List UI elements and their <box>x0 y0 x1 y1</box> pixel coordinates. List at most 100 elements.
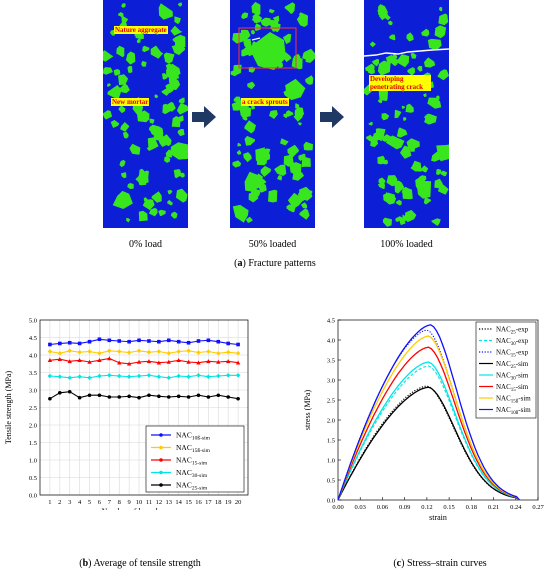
right-arrow-icon <box>320 106 344 133</box>
aggregate-particle <box>303 141 313 151</box>
aggregate-particle <box>417 65 423 72</box>
aggregate-particle <box>107 85 122 100</box>
data-point <box>127 339 131 344</box>
aggregate-particle <box>241 48 249 57</box>
data-point <box>117 360 122 365</box>
aggregate-field-2 <box>362 4 453 227</box>
aggregate-particle <box>175 75 180 79</box>
data-point <box>97 337 102 342</box>
aggregate-particle <box>158 3 173 20</box>
aggregate-particle <box>395 216 403 222</box>
series-curve <box>337 324 520 501</box>
aggregate-particle <box>424 113 437 125</box>
data-point <box>225 373 231 378</box>
data-point <box>235 360 241 365</box>
aggregate-particle <box>423 93 427 97</box>
label-penetrating-crack: Developing penetrating crack <box>369 75 431 91</box>
data-point <box>176 339 181 344</box>
large-aggregate <box>252 32 286 70</box>
aggregate-particle <box>403 117 407 121</box>
aggregate-particle <box>113 69 121 76</box>
aggregate-particle <box>299 186 311 198</box>
y-tick-label: 2.5 <box>29 405 37 412</box>
aggregate-particle <box>401 105 406 109</box>
aggregate-particle <box>308 190 313 195</box>
aggregate-particle <box>112 190 133 209</box>
data-point <box>107 395 112 399</box>
aggregate-particle <box>388 20 393 26</box>
aggregate-particle <box>287 144 300 158</box>
aggregate-particle <box>118 74 129 86</box>
x-tick-label: 13 <box>166 499 173 506</box>
legend-label: NAC10ß-sim <box>176 431 211 442</box>
aggregate-particle <box>127 183 134 190</box>
data-point <box>196 393 201 398</box>
aggregate-particle <box>171 43 185 56</box>
aggregate-particle <box>149 207 158 217</box>
aggregate-particle <box>136 38 141 44</box>
data-point <box>216 359 221 364</box>
aggregate-particle <box>153 135 159 141</box>
aggregate-particle <box>232 204 249 223</box>
series-curve <box>337 335 520 501</box>
label-new-mortar: New mortar <box>111 98 150 106</box>
aggregate-particle <box>243 38 252 49</box>
y-tick-label: 0.5 <box>327 478 335 485</box>
aggregate-particle <box>410 52 417 59</box>
aggregate-particle <box>121 16 129 24</box>
aggregate-particle <box>257 156 263 163</box>
legend-label: NAC15-exp <box>496 349 529 359</box>
data-point <box>166 395 171 399</box>
y-tick-label: 1.0 <box>29 458 37 465</box>
aggregate-particle <box>247 81 256 90</box>
aggregate-particle <box>437 69 449 81</box>
aggregate-particle <box>141 60 147 67</box>
aggregate-particle <box>170 142 191 160</box>
data-point <box>126 350 132 355</box>
aggregate-particle <box>301 202 307 209</box>
aggregate-particle <box>388 34 396 41</box>
aggregate-particle <box>431 218 441 226</box>
data-point <box>136 359 142 364</box>
aggregate-particle <box>102 110 113 120</box>
legend-label: NAC30-exp <box>496 337 529 347</box>
panel-caption-1: 50% loaded <box>248 239 297 250</box>
aggregate-particle <box>164 156 171 163</box>
y-tick-label: 3.5 <box>29 370 37 377</box>
data-point <box>67 359 72 364</box>
aggregate-particle <box>110 119 120 128</box>
x-tick-label: 3 <box>68 499 71 506</box>
x-tick-label: 11 <box>146 499 152 506</box>
aggregate-particle <box>407 67 416 76</box>
data-point <box>166 359 171 364</box>
aggregate-particle <box>151 191 162 203</box>
data-point <box>206 395 211 399</box>
x-tick-label: 20 <box>235 499 242 506</box>
x-tick-label: 0.27 <box>532 504 544 511</box>
data-point <box>147 393 151 398</box>
aggregate-particle <box>255 173 263 183</box>
aggregate-particle <box>280 138 289 146</box>
aggregate-particle <box>381 113 390 121</box>
aggregate-particle <box>110 29 116 36</box>
data-point <box>215 350 221 356</box>
data-point <box>87 375 92 381</box>
data-point <box>225 349 231 355</box>
aggregate-particle <box>369 135 378 144</box>
data-point <box>226 341 230 346</box>
aggregate-particle <box>415 177 426 190</box>
aggregate-particle <box>178 97 185 104</box>
tensile-strength-chart: 0.00.51.01.52.02.53.03.54.04.55.01 2 3 4 5 6 7… <box>4 318 249 510</box>
aggregate-particle <box>163 52 175 64</box>
legend-marker <box>159 483 163 487</box>
aggregate-particle <box>118 105 126 114</box>
label-crack-sprouts: a crack sprouts <box>241 98 289 106</box>
aggregate-particle <box>137 110 150 123</box>
aggregate-particle <box>168 76 181 91</box>
aggregate-particle <box>431 151 443 162</box>
aggregate-field-0 <box>101 2 191 223</box>
aggregate-particle <box>375 128 386 142</box>
aggregate-particle <box>121 3 126 8</box>
aggregate-particle <box>174 16 181 25</box>
aggregate-particle <box>101 50 114 62</box>
